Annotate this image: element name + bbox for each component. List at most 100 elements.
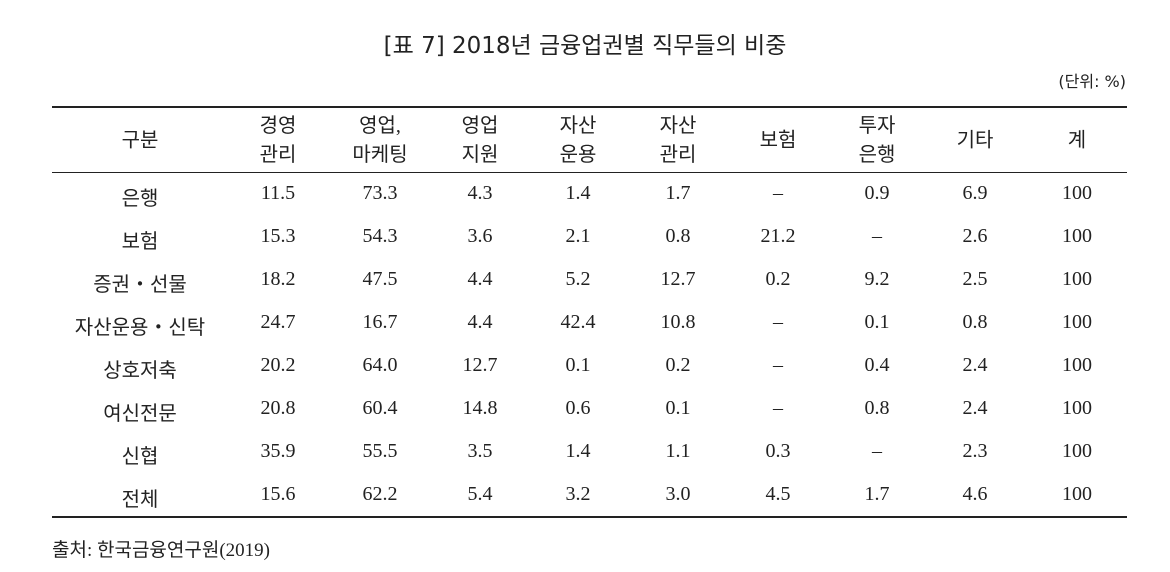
data-cell: 2.4: [962, 354, 988, 376]
header-line: 관리: [659, 144, 697, 166]
data-cell: 4.3: [467, 182, 493, 204]
data-cell: –: [773, 397, 783, 419]
data-cell: 11.5: [260, 182, 296, 204]
data-cell: 4.4: [467, 268, 493, 290]
data-cell: 0.6: [565, 397, 591, 419]
data-cell: 0.3: [765, 440, 791, 462]
row-label: 여신전문: [103, 403, 177, 425]
data-cell: 62.2: [362, 483, 398, 505]
data-cell: –: [773, 311, 783, 333]
source-note: 출처: 한국금융연구원(2019): [52, 540, 271, 561]
data-cell: 18.2: [260, 268, 296, 290]
header-line: 마케팅: [352, 144, 408, 166]
data-cell: 20.2: [260, 354, 296, 376]
header-line: 지원: [461, 144, 499, 166]
header-line: 투자: [858, 115, 896, 137]
header-line: 자산: [659, 115, 697, 137]
data-cell: 35.9: [260, 440, 296, 462]
data-cell: 2.4: [962, 397, 988, 419]
data-cell: 2.6: [962, 225, 988, 247]
data-cell: 2.1: [565, 225, 591, 247]
data-cell: 3.6: [467, 225, 493, 247]
data-cell: 6.9: [962, 182, 988, 204]
data-cell: 1.7: [665, 182, 691, 204]
data-cell: 24.7: [260, 311, 296, 333]
row-label: 보험: [121, 231, 159, 253]
data-cell: 3.0: [665, 483, 691, 505]
data-cell: 0.2: [765, 268, 791, 290]
data-cell: 2.5: [962, 268, 988, 290]
row-label: 자산운용・신탁: [74, 317, 206, 339]
data-cell: 0.8: [962, 311, 988, 333]
header-rule: [52, 172, 1127, 173]
row-label: 은행: [121, 188, 159, 210]
data-cell: 0.1: [864, 311, 890, 333]
data-cell: 100: [1062, 354, 1092, 376]
data-cell: 0.4: [864, 354, 890, 376]
table-title: [표 7] 2018년 금융업권별 직무들의 비중: [383, 33, 787, 59]
data-cell: 21.2: [760, 225, 796, 247]
data-cell: 10.8: [660, 311, 696, 333]
data-cell: 15.3: [260, 225, 296, 247]
data-cell: 0.8: [864, 397, 890, 419]
header-line: 보험: [759, 129, 797, 152]
data-cell: 0.1: [665, 397, 691, 419]
data-cell: 54.3: [362, 225, 398, 247]
data-cell: 0.2: [665, 354, 691, 376]
header-cell: 보험: [760, 127, 797, 156]
row-label: 전체: [121, 489, 159, 511]
data-cell: 55.5: [362, 440, 398, 462]
header-cell: 구분: [122, 127, 159, 156]
header-cell: 경영 관리: [260, 112, 297, 170]
header-line: 은행: [858, 144, 896, 166]
row-label: 증권・선물: [93, 274, 187, 296]
data-cell: 4.5: [765, 483, 791, 505]
header-line: 관리: [259, 144, 297, 166]
data-cell: 1.1: [665, 440, 691, 462]
header-cell: 기타: [957, 127, 994, 156]
header-line: 영업: [461, 115, 499, 137]
data-cell: 12.7: [660, 268, 696, 290]
data-cell: 16.7: [362, 311, 398, 333]
header-line: 구분: [121, 129, 159, 152]
data-cell: 100: [1062, 225, 1092, 247]
header-line: 계: [1067, 129, 1087, 152]
data-cell: –: [773, 182, 783, 204]
data-cell: 64.0: [362, 354, 398, 376]
data-cell: 1.7: [864, 483, 890, 505]
data-cell: 3.5: [467, 440, 493, 462]
data-cell: 3.2: [565, 483, 591, 505]
data-cell: 100: [1062, 440, 1092, 462]
header-line: 영업,: [359, 115, 401, 137]
header-line: 기타: [956, 129, 994, 152]
data-cell: 42.4: [560, 311, 596, 333]
row-label: 신협: [121, 446, 159, 468]
data-cell: 60.4: [362, 397, 398, 419]
data-cell: 100: [1062, 268, 1092, 290]
data-cell: 20.8: [260, 397, 296, 419]
data-cell: 4.6: [962, 483, 988, 505]
data-cell: 100: [1062, 311, 1092, 333]
data-cell: 1.4: [565, 440, 591, 462]
data-cell: 15.6: [260, 483, 296, 505]
data-cell: 0.8: [665, 225, 691, 247]
data-cell: 100: [1062, 483, 1092, 505]
header-cell: 영업, 마케팅: [352, 112, 407, 170]
data-cell: 47.5: [362, 268, 398, 290]
data-cell: 4.4: [467, 311, 493, 333]
data-cell: 9.2: [864, 268, 890, 290]
data-cell: 100: [1062, 397, 1092, 419]
header-cell: 계: [1068, 127, 1086, 156]
data-cell: 100: [1062, 182, 1092, 204]
bottom-rule: [52, 516, 1127, 518]
data-cell: 5.4: [467, 483, 493, 505]
data-cell: 5.2: [565, 268, 591, 290]
data-cell: 12.7: [462, 354, 498, 376]
header-line: 자산: [559, 115, 597, 137]
top-rule: [52, 106, 1127, 108]
unit-note: (단위: %): [1058, 72, 1126, 91]
